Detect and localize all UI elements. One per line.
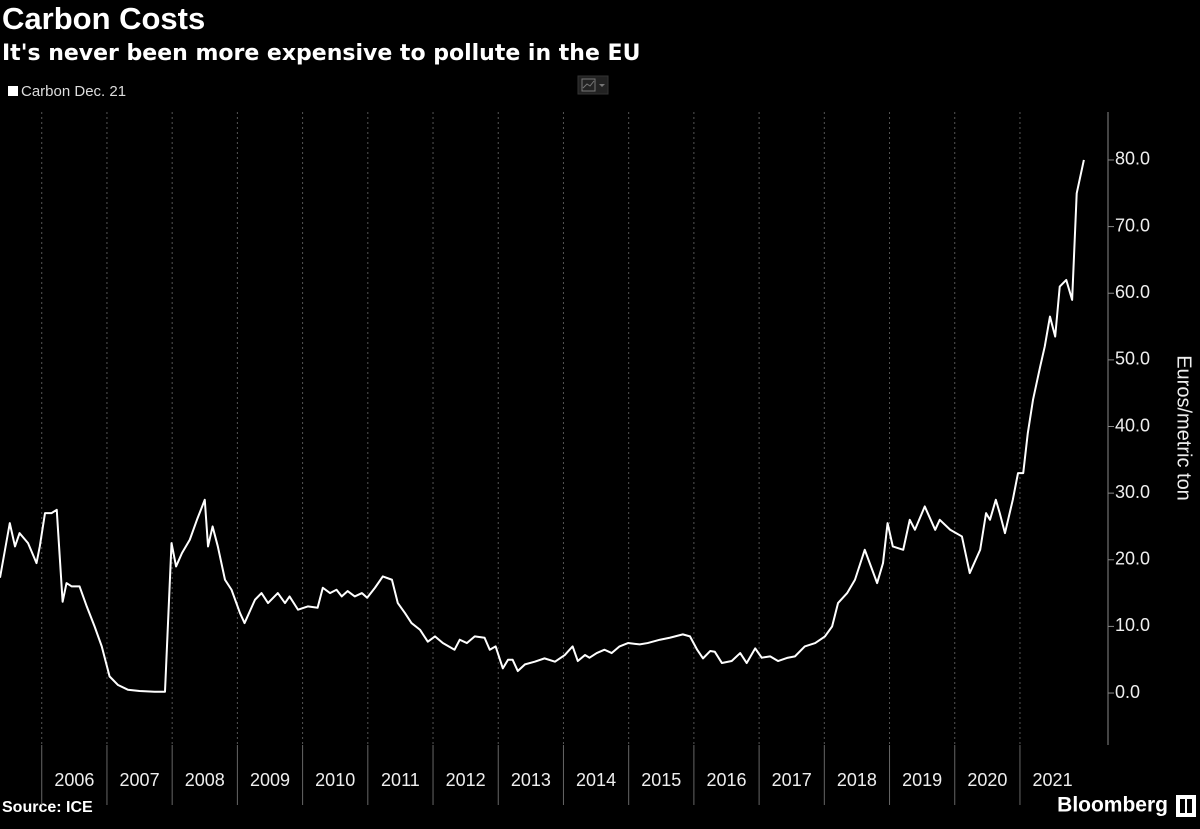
x-tick-label: 2010 [315,770,355,790]
x-tick-label: 2016 [706,770,746,790]
legend-label: Carbon Dec. 21 [21,83,126,100]
x-tick-label: 2014 [576,770,616,790]
y-tick-label: 20.0 [1115,549,1150,569]
y-tick-label: 60.0 [1115,282,1150,302]
x-tick-label: 2006 [54,770,94,790]
x-tick-label: 2019 [902,770,942,790]
y-tick-label: 30.0 [1115,482,1150,502]
legend-swatch [8,86,18,96]
x-tick-label: 2011 [381,770,420,790]
x-tick-label: 2021 [1033,770,1073,790]
x-tick-label: 2013 [511,770,551,790]
x-tick-label: 2020 [967,770,1007,790]
brand: Bloomberg [1057,794,1168,817]
chart-title: Carbon Costs [2,1,205,36]
x-tick-label: 2015 [641,770,681,790]
y-tick-label: 80.0 [1115,149,1150,169]
brand-icon [1176,795,1196,817]
x-tick-label: 2009 [250,770,290,790]
x-tick-label: 2007 [120,770,160,790]
x-tick-label: 2018 [837,770,877,790]
chart-type-icon [577,75,609,95]
x-tick-label: 2008 [185,770,225,790]
y-axis-label: Euros/metric ton [1173,355,1195,501]
x-tick-label: 2012 [446,770,486,790]
y-tick-label: 40.0 [1115,415,1150,435]
y-tick-label: 50.0 [1115,349,1150,369]
chart-subtitle: It's never been more expensive to pollut… [2,41,640,66]
y-tick-label: 0.0 [1115,682,1140,702]
y-tick-label: 70.0 [1115,215,1150,235]
series-line [0,159,1085,693]
source: Source: ICE [2,799,93,816]
x-tick-label: 2017 [772,770,812,790]
y-tick-label: 10.0 [1115,615,1150,635]
